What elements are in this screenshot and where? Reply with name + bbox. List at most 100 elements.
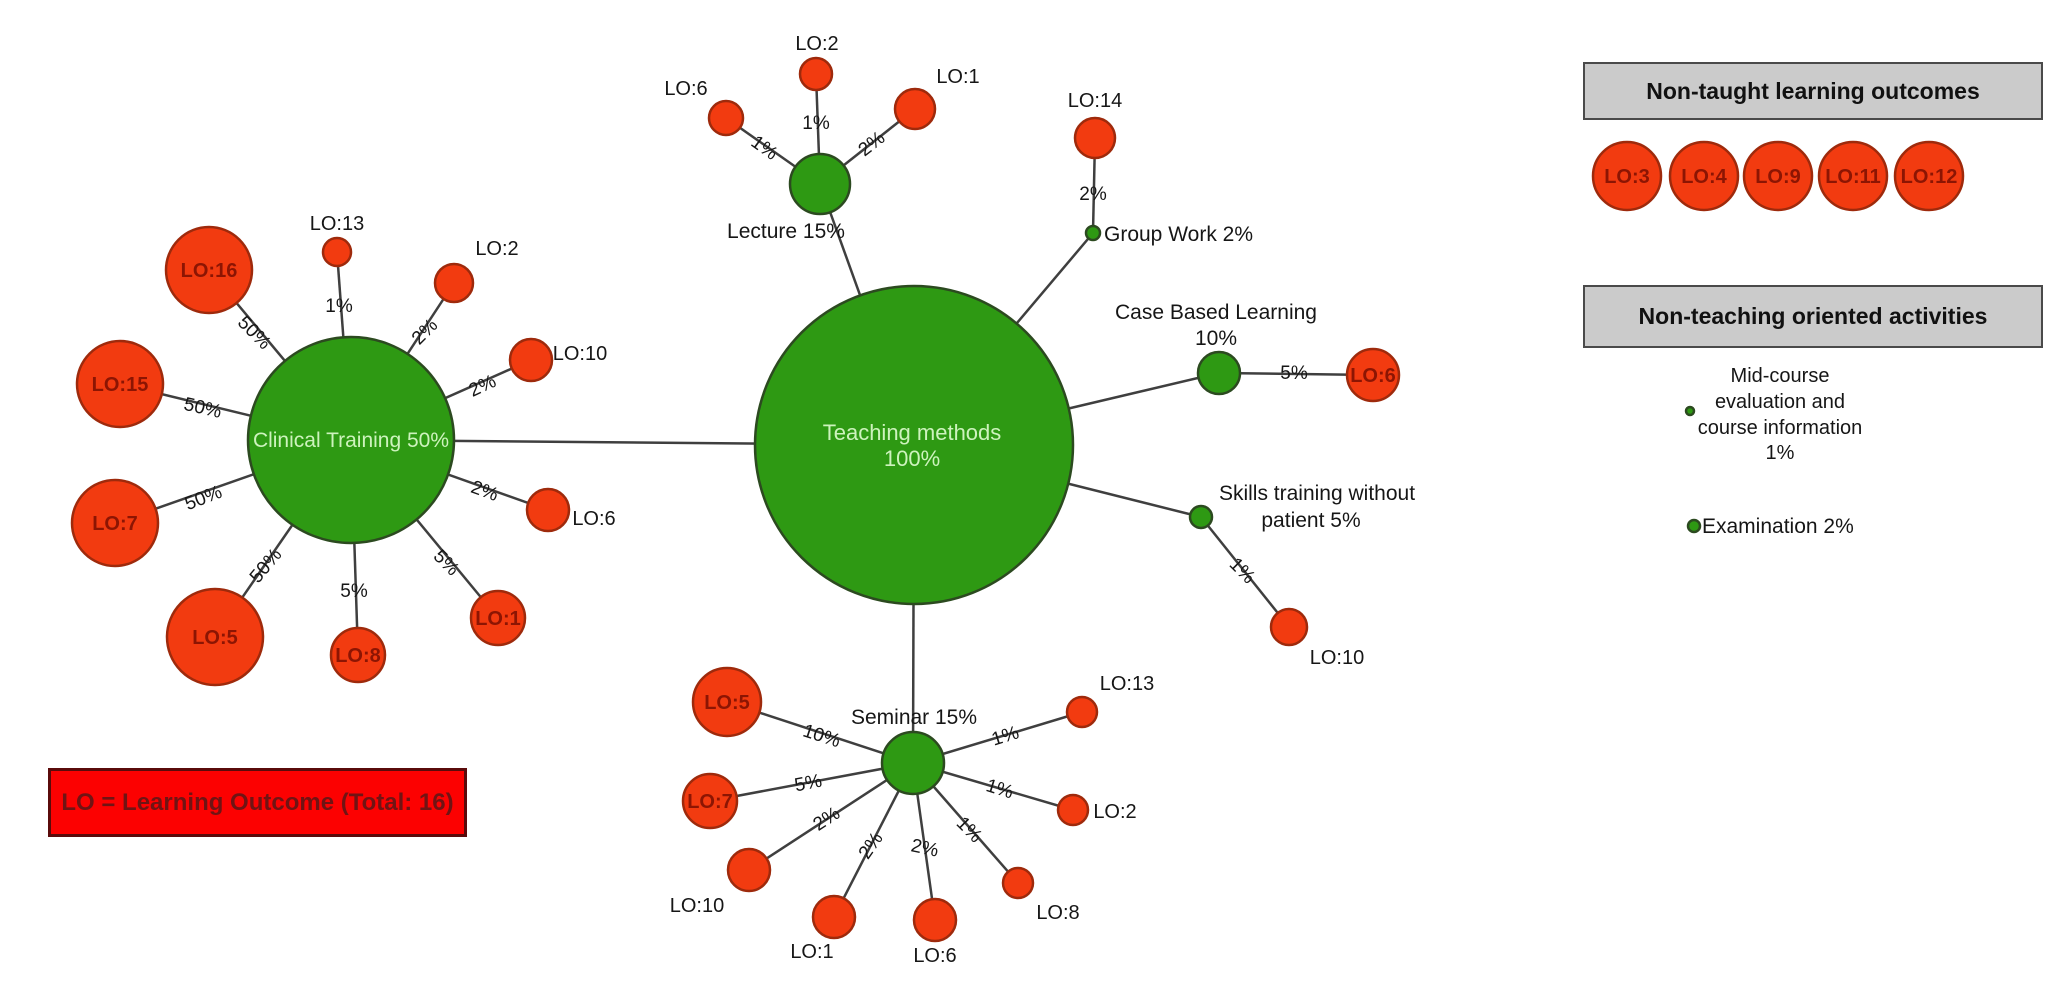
groupwork-label: Group Work 2% — [1104, 223, 1253, 246]
node-se1 — [811, 894, 857, 940]
node-label-c8: LO:8 — [335, 645, 381, 667]
node-exam — [1686, 518, 1702, 534]
lecture-lo1-label: LO:1 — [936, 66, 979, 88]
edge-label-seminar-se5: 10% — [800, 721, 843, 753]
node-c5 — [165, 587, 265, 687]
node-label-c15: LO:15 — [92, 374, 149, 396]
cbl-label-line1: Case Based Learning — [1115, 301, 1317, 324]
node-label-p12: LO:12 — [1901, 166, 1958, 188]
clinical-lo13-label: LO:13 — [310, 213, 364, 235]
edge-label-clinical-c16: 50% — [233, 312, 275, 354]
node-p9 — [1742, 140, 1814, 212]
seminar-lo10-label: LO:10 — [670, 895, 724, 917]
edge-label-seminar-se2: 1% — [983, 775, 1016, 803]
lecture-lo2-label: LO:2 — [795, 33, 838, 55]
node-c2 — [433, 262, 475, 304]
node-label-p11: LO:11 — [1825, 166, 1881, 188]
node-label-se5: LO:5 — [704, 692, 750, 714]
node-midcourse — [1684, 405, 1696, 417]
node-c8 — [329, 626, 387, 684]
skills-label-line1: Skills training without — [1219, 482, 1415, 505]
cbl-label-line2: 10% — [1195, 327, 1237, 350]
node-c15 — [75, 339, 165, 429]
skills-label-line2: patient 5% — [1261, 509, 1360, 532]
seminar-lo2-label: LO:2 — [1093, 801, 1136, 823]
non-taught-header: Non-taught learning outcomes — [1583, 62, 2043, 120]
node-label-c16: LO:16 — [181, 260, 238, 282]
node-label-p3: LO:3 — [1604, 166, 1650, 188]
skills-lo10-label: LO:10 — [1310, 647, 1364, 669]
node-l1 — [893, 87, 937, 131]
edge-label-lecture-l2: 1% — [802, 113, 830, 134]
groupwork-lo14-label: LO:14 — [1068, 90, 1122, 112]
edge-label-seminar-se7: 5% — [793, 771, 824, 797]
node-label-c1: LO:1 — [475, 608, 521, 630]
edge-label-seminar-se13: 1% — [989, 722, 1022, 750]
midcourse-label-line1: Mid-course — [1731, 365, 1830, 387]
node-p3 — [1591, 140, 1663, 212]
node-se5 — [691, 666, 763, 738]
node-se10 — [726, 847, 772, 893]
node-c6 — [525, 487, 571, 533]
clinical-lo6-label: LO:6 — [572, 508, 615, 530]
edge-label-seminar-se6: 2% — [909, 835, 940, 861]
edge-label-clinical-c1: 5% — [429, 546, 463, 580]
node-c13 — [321, 236, 353, 268]
edge-skills-s10 — [1200, 516, 1290, 628]
edge-label-groupwork-g14: 2% — [1079, 184, 1107, 205]
seminar-lo6-label: LO:6 — [913, 945, 956, 967]
lecture-label: Lecture 15% — [727, 220, 845, 243]
edge-seminar-se10 — [748, 761, 914, 872]
non-teaching-header: Non-teaching oriented activities — [1583, 285, 2043, 348]
seminar-lo13-label: LO:13 — [1100, 673, 1154, 695]
node-label-c7: LO:7 — [92, 513, 138, 535]
edge-label-cbl-cb6: 5% — [1280, 363, 1308, 384]
node-c1 — [469, 589, 527, 647]
node-se13 — [1065, 695, 1099, 729]
node-c10 — [508, 337, 554, 383]
edge-label-clinical-c13: 1% — [325, 296, 353, 317]
node-teaching — [753, 284, 1075, 606]
edge-label-seminar-se1: 2% — [855, 829, 888, 864]
node-c16 — [164, 225, 254, 315]
node-l2 — [798, 56, 834, 92]
node-cbl — [1196, 350, 1242, 396]
node-se6 — [912, 897, 958, 943]
node-label-p4: LO:4 — [1681, 166, 1727, 188]
edge-label-seminar-se10: 2% — [810, 803, 845, 836]
teaching-label-line2: 100% — [884, 446, 940, 471]
node-s10 — [1269, 607, 1309, 647]
midcourse-label-line4: 1% — [1766, 442, 1795, 464]
node-groupwork — [1084, 224, 1102, 242]
node-se2 — [1056, 793, 1090, 827]
node-label-c5: LO:5 — [192, 627, 238, 649]
edge-label-clinical-c7: 50% — [182, 482, 225, 515]
node-cb6 — [1345, 347, 1401, 403]
node-se7 — [681, 772, 739, 830]
node-se8 — [1001, 866, 1035, 900]
node-g14 — [1073, 116, 1117, 160]
midcourse-label-line3: course information — [1698, 417, 1863, 439]
node-skills — [1188, 504, 1214, 530]
edge-label-clinical-c6: 2% — [468, 477, 501, 506]
node-clinical — [246, 335, 456, 545]
seminar-lo1-label: LO:1 — [790, 941, 833, 963]
edge-label-clinical-c15: 50% — [182, 394, 224, 423]
seminar-label: Seminar 15% — [851, 706, 977, 729]
edge-label-clinical-c8: 5% — [340, 581, 368, 602]
node-label-se7: LO:7 — [687, 791, 733, 813]
clinical-lo2-label: LO:2 — [475, 238, 518, 260]
node-p12 — [1893, 140, 1965, 212]
node-p4 — [1668, 140, 1740, 212]
node-lecture — [788, 152, 852, 216]
node-l6 — [707, 99, 745, 137]
node-label-p9: LO:9 — [1755, 166, 1801, 188]
node-label-cb6: LO:6 — [1350, 365, 1396, 387]
edge-seminar-se7 — [709, 761, 914, 803]
legend-box: LO = Learning Outcome (Total: 16) — [48, 768, 467, 837]
examination-label: Examination 2% — [1702, 515, 1854, 538]
edge-label-clinical-c5: 50% — [246, 545, 287, 588]
node-seminar — [880, 730, 946, 796]
node-label-clinical: Clinical Training 50% — [253, 429, 449, 452]
